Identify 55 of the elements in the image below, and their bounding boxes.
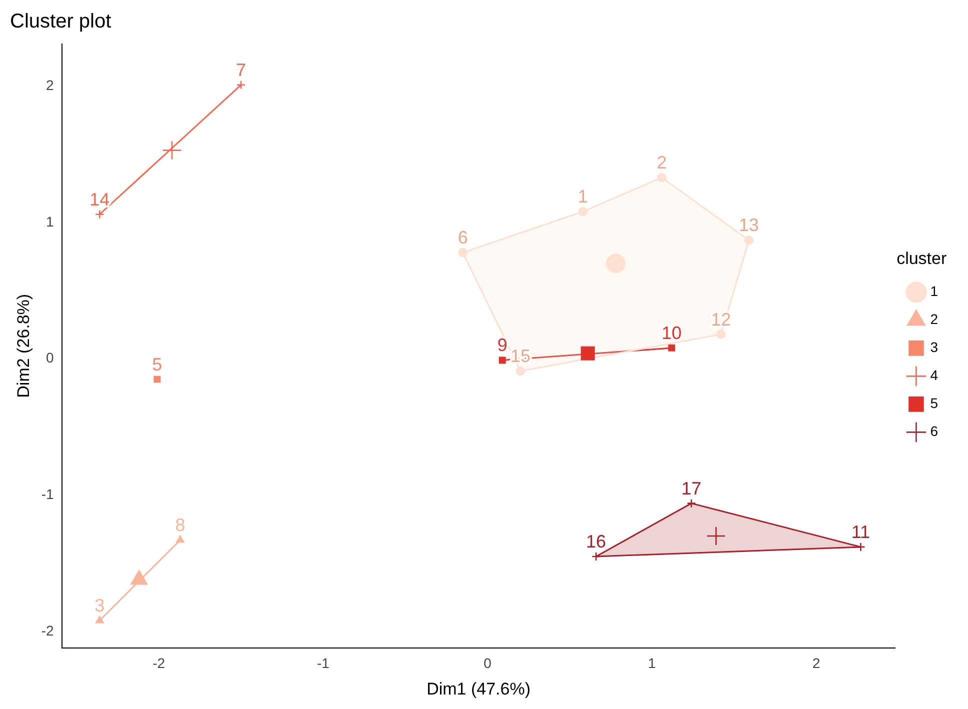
legend-label: 2 (930, 311, 938, 328)
annotation: 12 (710, 309, 731, 330)
point (96, 616, 104, 624)
chart-title: Cluster plot (10, 10, 112, 33)
annotation: 9 (497, 335, 508, 356)
y-axis-title: Dim2 (26.8%) (14, 294, 33, 398)
annotation: 8 (175, 515, 186, 536)
legend-label: 4 (930, 367, 938, 384)
annotation: 7 (236, 60, 246, 80)
y-tick-label: -1 (41, 486, 54, 502)
point (516, 366, 526, 376)
x-tick-label: -1 (316, 655, 330, 672)
point (856, 542, 866, 552)
legend-label: 3 (930, 339, 938, 356)
point (162, 140, 182, 160)
legend-title: cluster (896, 248, 947, 268)
x-axis-title: Dim1 (47.6%) (426, 679, 530, 698)
annotation: 14 (90, 189, 110, 210)
y-tick-label: 2 (46, 77, 54, 94)
annotation: 3 (94, 596, 105, 616)
point (498, 356, 506, 364)
legend-label: 5 (930, 395, 938, 412)
point (236, 80, 246, 90)
annotation: 16 (586, 531, 606, 552)
annotation: 1 (578, 186, 588, 207)
point (657, 172, 666, 182)
annotation: 11 (851, 522, 870, 542)
x-tick-label: 1 (648, 655, 656, 672)
annotation: 2 (656, 152, 667, 173)
point (591, 552, 601, 562)
annotation: 5 (152, 354, 162, 374)
point (95, 210, 104, 220)
x-tick-label: 2 (812, 655, 820, 672)
point (578, 206, 588, 216)
point (716, 330, 726, 339)
x-tick-label: -2 (152, 655, 166, 672)
annotation: 6 (458, 228, 468, 248)
legend-label: 6 (930, 423, 938, 440)
point (580, 346, 595, 360)
point (176, 535, 184, 543)
point (668, 344, 676, 352)
annotation: 13 (738, 215, 759, 236)
point (686, 498, 696, 508)
point (458, 248, 468, 258)
point (744, 236, 754, 245)
legend-label: 1 (930, 283, 938, 300)
y-tick-label: 0 (46, 350, 54, 366)
annotation: 17 (681, 478, 702, 498)
y-tick-label: -2 (41, 622, 54, 638)
point (606, 254, 626, 274)
point (706, 526, 726, 546)
annotation: 10 (662, 322, 682, 343)
y-tick-label: 1 (46, 213, 54, 230)
x-tick-label: 0 (484, 655, 492, 672)
point (154, 376, 161, 383)
